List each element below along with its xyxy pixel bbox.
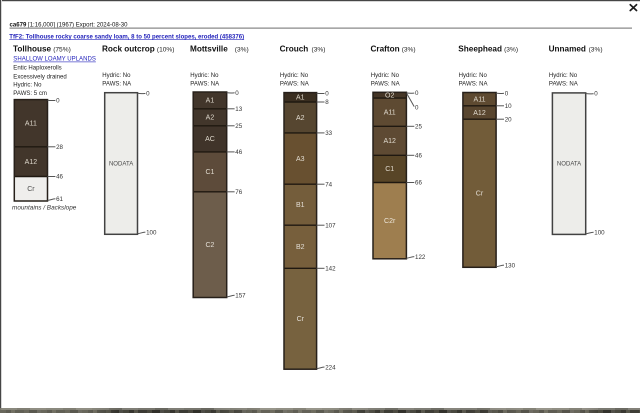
svg-text:25: 25 (415, 124, 422, 131)
svg-text:C2r: C2r (384, 218, 396, 225)
svg-text:(10%): (10%) (157, 47, 175, 54)
svg-text:A12: A12 (25, 159, 38, 166)
svg-text:0: 0 (325, 90, 329, 97)
svg-text:61: 61 (56, 196, 63, 203)
svg-text:A12: A12 (473, 110, 486, 117)
svg-text:PAWS: NA: PAWS: NA (549, 81, 579, 87)
svg-text:PAWS: 5 cm: PAWS: 5 cm (13, 91, 47, 97)
svg-text:mountains / Backslope: mountains / Backslope (12, 205, 77, 212)
svg-text:Sheephead: Sheephead (458, 45, 502, 54)
svg-text:46: 46 (415, 153, 422, 160)
svg-text:(3%): (3%) (589, 47, 603, 54)
svg-text:A12: A12 (383, 138, 396, 145)
svg-text:SHALLOW LOAMY UPLANDS: SHALLOW LOAMY UPLANDS (13, 57, 96, 63)
svg-text:TfF2: Tollhouse rocky coarse s: TfF2: Tollhouse rocky coarse sandy loam,… (9, 34, 244, 40)
svg-text:Cr: Cr (27, 186, 35, 193)
svg-text:A1: A1 (206, 98, 215, 105)
svg-text:28: 28 (56, 144, 63, 151)
svg-text:(3%): (3%) (402, 47, 416, 54)
svg-text:A2: A2 (296, 115, 305, 122)
svg-text:(3%): (3%) (504, 47, 518, 54)
svg-text:107: 107 (325, 222, 336, 229)
svg-text:A11: A11 (25, 121, 37, 128)
svg-text:0: 0 (146, 91, 150, 98)
svg-text:C2: C2 (205, 242, 214, 249)
svg-text:10: 10 (505, 103, 512, 110)
svg-text:B2: B2 (296, 244, 305, 251)
svg-text:Rock outcrop: Rock outcrop (102, 45, 155, 54)
svg-text:Mottsville: Mottsville (190, 45, 228, 54)
svg-text:224: 224 (325, 364, 336, 371)
svg-text:100: 100 (594, 230, 605, 237)
svg-text:A3: A3 (296, 156, 305, 163)
svg-text:PAWS: NA: PAWS: NA (102, 81, 132, 87)
svg-text:122: 122 (415, 254, 426, 261)
svg-text:Hydric: No: Hydric: No (280, 73, 309, 79)
svg-text:C1: C1 (205, 169, 214, 176)
svg-text:Excessively drained: Excessively drained (13, 74, 66, 80)
svg-text:(75%): (75%) (53, 47, 71, 54)
svg-text:PAWS: NA: PAWS: NA (459, 81, 489, 87)
svg-text:Crafton: Crafton (371, 45, 400, 54)
svg-text:13: 13 (235, 106, 242, 113)
svg-text:130: 130 (505, 263, 516, 270)
svg-text:A11: A11 (474, 96, 486, 103)
svg-text:76: 76 (235, 189, 242, 196)
svg-text:8: 8 (325, 99, 329, 106)
svg-text:Hydric: No: Hydric: No (459, 73, 488, 79)
svg-text:Hydric: No: Hydric: No (549, 73, 578, 79)
svg-text:Unnamed: Unnamed (549, 45, 586, 54)
svg-text:Hydric: No: Hydric: No (371, 73, 400, 79)
svg-text:Entic Haploxerolls: Entic Haploxerolls (13, 66, 61, 72)
svg-text:0: 0 (235, 90, 239, 97)
svg-text:NODATA: NODATA (109, 162, 134, 168)
svg-text:PAWS: NA: PAWS: NA (371, 81, 401, 87)
svg-text:46: 46 (56, 174, 63, 181)
svg-text:NODATA: NODATA (557, 162, 582, 168)
svg-text:Cr: Cr (476, 191, 484, 198)
svg-text:Crouch: Crouch (280, 45, 309, 54)
svg-text:ca679 [1:16,000] (1967) Export: ca679 [1:16,000] (1967) Export: 2024-08-… (10, 23, 129, 29)
svg-text:157: 157 (235, 293, 246, 300)
svg-text:PAWS: NA: PAWS: NA (280, 81, 310, 87)
svg-text:0: 0 (415, 90, 419, 97)
svg-text:74: 74 (325, 181, 332, 188)
svg-text:PAWS: NA: PAWS: NA (190, 81, 220, 87)
svg-text:(3%): (3%) (312, 47, 326, 54)
svg-text:0: 0 (505, 90, 509, 97)
svg-text:C1: C1 (385, 166, 394, 173)
svg-text:A1: A1 (296, 95, 305, 102)
svg-text:A2: A2 (206, 115, 215, 122)
svg-text:Cr: Cr (297, 316, 305, 323)
svg-text:(3%): (3%) (235, 47, 249, 54)
svg-text:Tollhouse: Tollhouse (13, 45, 52, 54)
svg-text:100: 100 (146, 230, 157, 237)
svg-text:A11: A11 (384, 110, 396, 117)
svg-text:66: 66 (415, 180, 422, 187)
svg-text:Hydric: No: Hydric: No (13, 82, 42, 88)
svg-text:46: 46 (235, 149, 242, 156)
svg-text:0: 0 (415, 105, 419, 112)
svg-text:142: 142 (325, 266, 336, 273)
svg-text:20: 20 (505, 116, 512, 123)
svg-text:O2: O2 (385, 93, 394, 100)
svg-text:0: 0 (56, 97, 60, 104)
svg-text:B1: B1 (296, 202, 305, 209)
svg-text:AC: AC (205, 136, 215, 143)
svg-text:0: 0 (594, 91, 598, 98)
svg-text:Hydric: No: Hydric: No (190, 73, 219, 79)
svg-text:Hydric: No: Hydric: No (102, 73, 131, 79)
svg-text:25: 25 (235, 123, 242, 130)
svg-text:33: 33 (325, 130, 332, 137)
